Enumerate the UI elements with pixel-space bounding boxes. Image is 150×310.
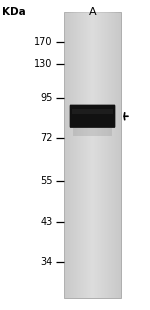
Text: 130: 130: [34, 59, 53, 69]
FancyBboxPatch shape: [72, 109, 113, 114]
Text: A: A: [89, 7, 96, 17]
FancyBboxPatch shape: [64, 12, 120, 298]
Text: 72: 72: [40, 133, 53, 143]
FancyBboxPatch shape: [73, 128, 112, 136]
Text: 43: 43: [40, 217, 53, 227]
FancyBboxPatch shape: [70, 105, 115, 128]
Text: 170: 170: [34, 37, 53, 47]
Text: 55: 55: [40, 176, 53, 186]
Text: 34: 34: [40, 257, 53, 267]
Text: 95: 95: [40, 93, 53, 103]
Text: KDa: KDa: [3, 7, 26, 17]
